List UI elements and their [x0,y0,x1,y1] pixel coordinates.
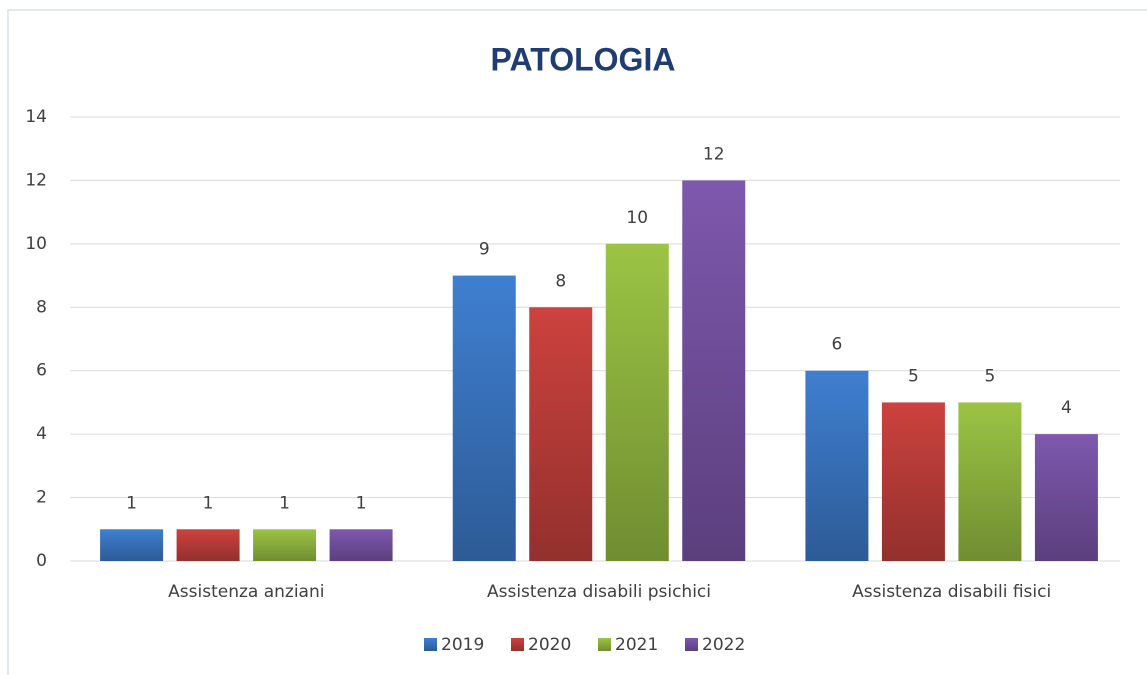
bar [1034,434,1098,561]
chart-title: PATOLOGIA [491,41,676,77]
data-label: 1 [203,493,214,513]
data-label: 10 [626,208,648,228]
chart-frame [7,9,1147,675]
x-tick-label: Assistenza anziani [168,582,324,602]
bar [805,370,869,561]
bar [176,529,240,561]
data-label: 6 [832,335,843,355]
bar [605,243,669,561]
bar [529,307,593,561]
data-label: 12 [703,144,725,164]
legend-label: 2019 [441,635,484,655]
data-label: 1 [279,493,290,513]
legend-label: 2021 [615,635,658,655]
bar [958,402,1022,561]
data-label: 4 [1061,398,1072,418]
legend-swatch [598,638,611,651]
bar [881,402,945,561]
bar [329,529,393,561]
y-tick-label: 10 [25,234,47,254]
data-label: 5 [908,366,919,386]
legend-label: 2022 [702,635,745,655]
x-tick-label: Assistenza disabili fisici [852,582,1051,602]
bar [100,529,164,561]
data-label: 1 [126,493,137,513]
y-tick-label: 14 [25,107,47,127]
legend-swatch [685,638,698,651]
legend-label: 2020 [528,635,571,655]
legend-swatch [424,638,437,651]
y-tick-label: 12 [25,170,47,190]
bar [682,180,746,561]
x-tick-label: Assistenza disabili psichici [487,582,711,602]
y-tick-label: 8 [36,297,47,317]
data-label: 1 [356,493,367,513]
data-label: 5 [985,366,996,386]
data-label: 8 [555,271,566,291]
y-tick-label: 0 [36,551,47,571]
bar [452,275,516,561]
data-label: 9 [479,240,490,260]
bar [253,529,317,561]
y-tick-label: 4 [36,424,47,444]
y-tick-label: 2 [36,488,47,508]
legend-swatch [511,638,524,651]
y-tick-label: 6 [36,361,47,381]
